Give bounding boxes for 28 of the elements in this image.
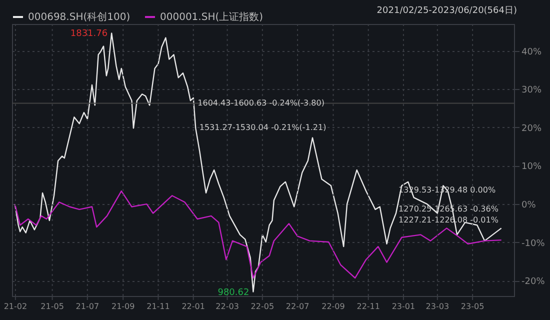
x-tick-label: 22-09 <box>322 302 345 311</box>
text: 2021/02/25-2023/06/20(564日) <box>376 6 517 16</box>
annotation: 1531.27-1530.04 -0.21%(-1.21) <box>199 123 326 132</box>
legend-label: 000001.SH(上证指数) <box>160 11 264 23</box>
x-tick-label: 21-05 <box>40 302 64 311</box>
x-tick-label: 21-11 <box>146 302 170 311</box>
y-tick-label: 20% <box>522 124 542 134</box>
x-tick-label: 22-11 <box>356 302 380 311</box>
annotation: 1831.76 <box>70 29 108 40</box>
x-tick-label: 23-05 <box>460 302 484 311</box>
annotation: 1604.43-1600.63 -0.24%(-3.80) <box>198 98 324 108</box>
x-tick-label: 21-07 <box>76 302 100 311</box>
y-tick-label: 30% <box>522 86 542 96</box>
x-tick-label: 21-09 <box>111 302 135 311</box>
x-tick-label: 23-01 <box>392 302 416 311</box>
y-tick-label: -20% <box>522 277 546 288</box>
y-tick-label: 40% <box>522 47 542 58</box>
x-tick-label: 22-03 <box>216 302 239 311</box>
x-tick-label: 22-05 <box>250 302 274 311</box>
x-tick-label: 21-02 <box>4 302 28 311</box>
y-tick-label: 10% <box>522 162 542 172</box>
legend-label: 000698.SH(科创100) <box>28 11 130 23</box>
annotation: 980.62 <box>218 288 250 298</box>
y-tick-label: -10% <box>522 238 546 249</box>
x-tick-label: 23-03 <box>426 302 450 311</box>
y-tick-label: 0% <box>522 200 536 211</box>
x-tick-label: 22-07 <box>286 302 310 311</box>
x-tick-label: 22-01 <box>182 302 205 311</box>
